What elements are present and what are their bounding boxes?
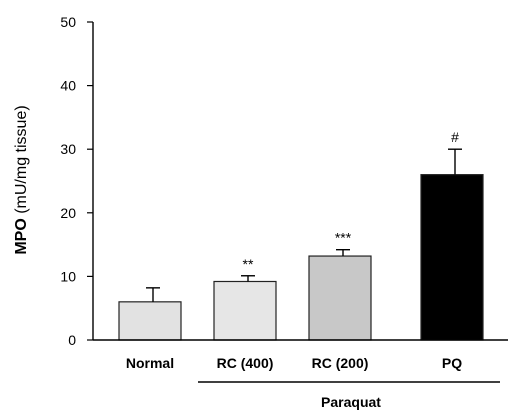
group-bracket: Paraquat	[198, 381, 500, 410]
y-tick-label-5: 50	[60, 14, 76, 30]
annotation-2: ***	[335, 230, 352, 246]
annotation-1: **	[243, 256, 254, 272]
y-axis-title: MPO (mU/mg tissue)	[13, 105, 30, 254]
bar-0	[118, 301, 182, 341]
x-category-label-1: RC (400)	[217, 355, 274, 371]
y-tick-label-0: 0	[68, 332, 76, 348]
y-axis-title-bold: MPO	[13, 218, 30, 254]
group-label: Paraquat	[321, 394, 381, 410]
y-tick-label-3: 30	[60, 141, 76, 157]
x-category-label-2: RC (200)	[312, 355, 369, 371]
x-axis-categories: Normal RC (400) RC (200) PQ	[126, 355, 462, 371]
y-tick-label-2: 20	[60, 205, 76, 221]
error-bars	[146, 148, 462, 302]
svg-text:MPO (mU/mg tissue): MPO (mU/mg tissue)	[13, 105, 30, 254]
y-tick-label-1: 10	[60, 268, 76, 284]
bar-3	[420, 174, 484, 341]
x-category-label-3: PQ	[442, 355, 462, 371]
bar-1	[213, 280, 277, 341]
bars	[118, 174, 484, 341]
axes	[92, 22, 508, 341]
annotation-3: #	[451, 129, 459, 145]
significance-annotations: *****#	[243, 129, 460, 272]
y-axis-ticks: 0 10 20 30 40 50	[60, 14, 93, 348]
bar-2	[308, 255, 372, 341]
y-tick-label-4: 40	[60, 78, 76, 94]
y-axis-title-units: (mU/mg tissue)	[13, 105, 30, 218]
x-category-label-0: Normal	[126, 355, 174, 371]
